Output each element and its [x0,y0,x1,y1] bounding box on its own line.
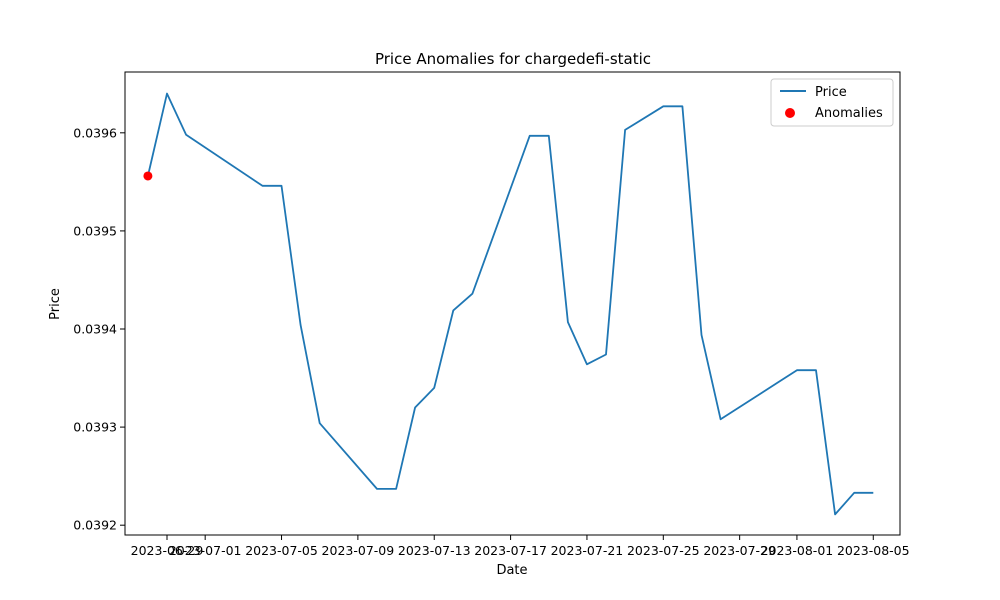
x-tick-label-10: 2023-08-05 [837,543,910,558]
x-axis-label: Date [496,563,527,578]
legend-anomalies-swatch [785,108,795,118]
x-tick-label-8: 2023-07-29 [703,543,776,558]
anomaly-point-0 [143,171,153,181]
legend-price-label: Price [815,85,847,100]
x-tick-label-3: 2023-07-09 [322,543,395,558]
price-line [147,92,874,516]
series-layer [143,92,874,516]
y-axis-label: Price [48,288,63,320]
legend: Price Anomalies [770,78,894,127]
x-tick-label-4: 2023-07-13 [398,543,471,558]
x-tick-label-7: 2023-07-25 [627,543,700,558]
y-axis: 0.0392 0.0393 0.0394 0.0395 0.0396 [73,125,125,533]
y-tick-label-4: 0.0396 [73,125,117,140]
x-tick-label-0: 2023-06-29 [131,543,204,558]
x-tick-label-5: 2023-07-17 [474,543,547,558]
x-tick-label-6: 2023-07-21 [551,543,624,558]
y-tick-label-2: 0.0394 [73,322,117,337]
x-tick-label-1: 2023-07-01 [169,543,242,558]
x-tick-label-9: 2023-08-01 [761,543,834,558]
legend-anomalies-label: Anomalies [815,106,883,121]
y-tick-label-3: 0.0395 [73,223,117,238]
chart-title: Price Anomalies for chargedefi-static [375,50,651,68]
y-tick-label-0: 0.0392 [73,518,117,533]
y-tick-label-1: 0.0393 [73,420,117,435]
plot-frame [124,71,901,536]
x-tick-label-2: 2023-07-05 [245,543,318,558]
